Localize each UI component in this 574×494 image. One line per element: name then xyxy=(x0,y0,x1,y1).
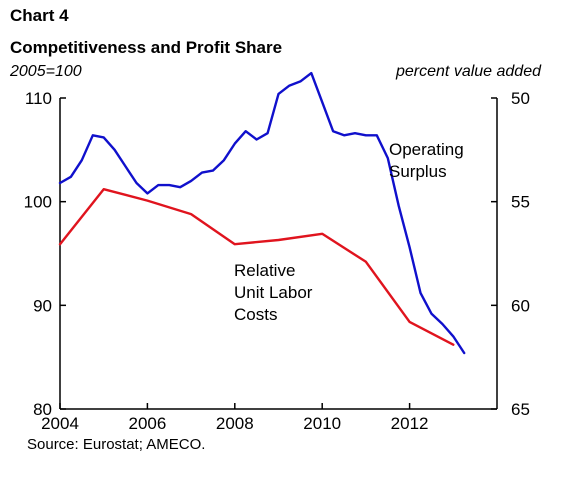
series-line-relative-unit-labor-costs xyxy=(58,187,455,346)
annotation-group: Relative Unit Labor Costs Operating Surplus xyxy=(234,140,464,324)
series-label-line: Relative xyxy=(234,261,295,280)
left-tick-label: 80 xyxy=(33,400,52,419)
x-tick-label: 2008 xyxy=(216,414,254,433)
series-label-line: Surplus xyxy=(389,162,447,181)
series-label-relative-unit-labor-costs: Relative Unit Labor Costs xyxy=(234,261,313,324)
chart-number: Chart 4 xyxy=(10,6,69,25)
left-tick-label: 110 xyxy=(25,89,52,108)
right-tick-label: 60 xyxy=(511,296,530,315)
right-tick-label: 55 xyxy=(511,193,530,212)
right-tick-label: 50 xyxy=(511,89,530,108)
series-label-line: Operating xyxy=(389,140,464,159)
axes-group: 2004 2006 2008 2010 2012 80 90 100 110 50 55 60 65 xyxy=(24,89,530,433)
source-note: Source: Eurostat; AMECO. xyxy=(27,436,206,453)
left-tick-label: 100 xyxy=(24,193,52,212)
x-tick-label: 2006 xyxy=(128,414,166,433)
chart-title: Competitiveness and Profit Share xyxy=(10,38,283,57)
x-tick-label: 2004 xyxy=(41,414,79,433)
right-tick-label: 65 xyxy=(511,400,530,419)
right-axis-unit: percent value added xyxy=(396,63,541,80)
left-tick-label: 90 xyxy=(33,296,52,315)
x-tick-label: 2012 xyxy=(391,414,429,433)
left-axis-unit: 2005=100 xyxy=(10,63,82,80)
series-group xyxy=(58,71,466,355)
x-tick-label: 2010 xyxy=(303,414,341,433)
series-label-operating-surplus: Operating Surplus xyxy=(389,140,464,181)
series-label-line: Costs xyxy=(234,305,277,324)
series-label-line: Unit Labor xyxy=(234,283,313,302)
series-line-operating-surplus xyxy=(58,71,466,355)
